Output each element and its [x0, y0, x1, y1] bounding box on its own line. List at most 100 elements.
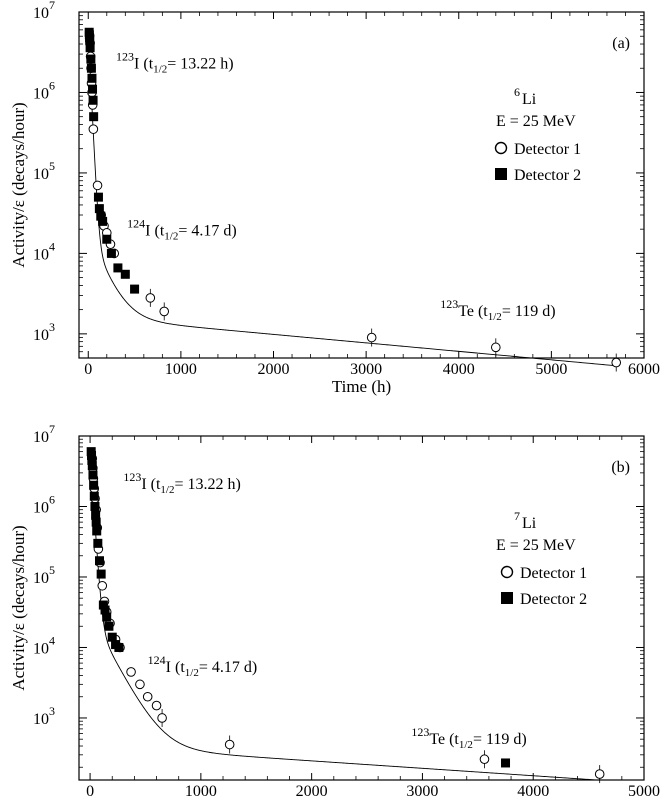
data-point-detector-1 [157, 713, 167, 723]
isotope-annotation: 123Te (t1/2= 119 d) [411, 725, 526, 751]
legend-label: Detector 2 [514, 167, 581, 184]
y-tick-label: 107 [33, 0, 55, 22]
data-point-detector-1 [479, 754, 490, 765]
data-point-detector-2 [98, 216, 108, 226]
data-point-detector-2 [88, 84, 98, 94]
data-point-detector-1 [594, 769, 605, 779]
legend-circle-marker [494, 141, 508, 155]
data-point-detector-2 [86, 54, 96, 64]
x-tick-label: 2000 [296, 783, 328, 800]
data-point-detector-2 [100, 605, 110, 615]
y-tick-exponent: 5 [49, 159, 55, 173]
panel-b: 010002000300040005000103104105106107Time… [9, 422, 660, 800]
isotope-element: I (t [134, 55, 154, 72]
y-axis-label: Activity/ε (decays/hour) [9, 525, 28, 690]
x-tick-label: 5000 [535, 361, 567, 378]
y-tick-label: 107 [33, 422, 55, 446]
isotope-annotation: 123Te (t1/2= 119 d) [440, 297, 555, 323]
data-point-detector-1 [97, 580, 108, 591]
half-life-subscript: 1/2 [164, 231, 178, 243]
x-tick-label: 4000 [517, 783, 549, 800]
half-life-subscript: 1/2 [459, 739, 473, 751]
y-tick-base: 10 [33, 5, 49, 22]
data-point-detector-1 [126, 667, 136, 677]
data-point-detector-2 [94, 204, 104, 214]
fit-curve [87, 34, 617, 367]
x-tick-label: 3000 [350, 361, 382, 378]
data-point-detector-1 [611, 357, 622, 368]
isotope-element: I (t [141, 476, 161, 493]
half-life-value: = 4.17 d) [199, 659, 257, 676]
y-tick-base: 10 [33, 640, 49, 657]
isotope-element: Te (t [429, 731, 459, 748]
data-point-detector-2 [85, 43, 95, 53]
half-life-subscript: 1/2 [185, 667, 199, 679]
legend: Detector 1 Detector 2 [494, 141, 581, 184]
x-tick-label: 4000 [443, 361, 475, 378]
data-point-detector-2 [106, 248, 116, 258]
x-axis-label: Time (h) [332, 377, 391, 396]
data-point-detector-1 [88, 124, 99, 134]
x-tick-label: 3000 [406, 783, 438, 800]
x-tick-label: 0 [84, 361, 92, 378]
y-tick-exponent: 4 [49, 633, 55, 647]
y-tick-label: 103 [33, 320, 55, 344]
y-tick-exponent: 3 [49, 320, 55, 334]
data-point-detector-2 [90, 501, 100, 511]
data-point-detector-1 [135, 679, 145, 690]
data-point-detector-2 [104, 621, 114, 631]
isotope-mass: 124 [127, 217, 145, 231]
data-point-detector-2 [91, 517, 101, 527]
y-tick-base: 10 [33, 499, 49, 516]
x-tick-label: 6000 [628, 361, 660, 378]
y-tick-exponent: 4 [49, 239, 55, 253]
half-life-value: = 13.22 h) [174, 476, 240, 493]
series-detector-2 [86, 447, 511, 768]
energy-label: E = 25 MeV [496, 537, 576, 554]
data-point-detector-2 [93, 192, 103, 202]
x-tick-label: 1000 [185, 783, 217, 800]
x-axis: 0 1000 2000 3000 4000 5000 [86, 436, 660, 800]
half-life-subscript: 1/2 [488, 311, 502, 323]
ion-element: Li [522, 91, 537, 108]
energy-label: E = 25 MeV [496, 113, 576, 130]
legend: Detector 1 Detector 2 [500, 565, 587, 608]
data-point-detector-2 [501, 758, 511, 768]
data-point-detector-1 [159, 306, 170, 317]
x-tick-label: 1000 [165, 361, 197, 378]
data-point-detector-2 [87, 73, 97, 83]
data-point-detector-2 [120, 269, 130, 279]
half-life-value: = 119 d) [473, 731, 527, 748]
isotope-mass: 124 [148, 653, 166, 667]
data-point-detector-1 [142, 691, 153, 702]
x-axis: 0 1000 2000 3000 4000 5000 6000 [84, 12, 660, 378]
data-point-detector-2 [89, 480, 99, 490]
y-axis-label: Activity/ε (decays/hour) [9, 102, 28, 267]
isotope-mass: 123 [123, 470, 141, 484]
isotope-element: I (t [166, 659, 186, 676]
half-life-value: = 4.17 d) [178, 223, 236, 240]
data-point-detector-2 [114, 642, 124, 652]
panel-a: 0 1000 2000 3000 4000 5000 6000103104105106107… [9, 0, 660, 396]
data-point-detector-2 [93, 538, 103, 548]
ion-label: 6 Li [514, 85, 537, 108]
data-point-detector-2 [88, 95, 98, 105]
panel-label: (a) [612, 35, 630, 52]
isotope-annotation: 124I (t1/2= 4.17 d) [127, 217, 237, 243]
data-point-detector-2 [98, 600, 108, 610]
legend-circle-marker [500, 565, 514, 579]
data-point-detector-1 [151, 700, 162, 711]
ion-label: 7 Li [514, 509, 537, 532]
data-point-detector-2 [89, 112, 99, 122]
legend-label: Detector 1 [514, 141, 581, 158]
data-point-detector-2 [102, 234, 112, 244]
plot-frame [78, 435, 645, 781]
fit-curve [89, 454, 600, 781]
panel-label: (b) [611, 459, 630, 476]
data-point-detector-2 [94, 556, 104, 566]
data-point-detector-1 [224, 739, 235, 750]
half-life-subscript: 1/2 [153, 63, 167, 75]
y-tick-base: 10 [33, 327, 49, 344]
